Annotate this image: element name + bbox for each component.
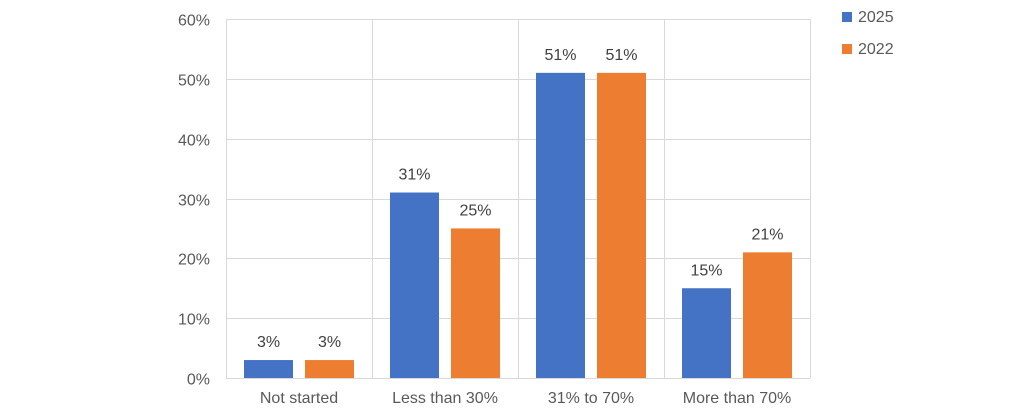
x-category-label: 31% to 70% [548, 390, 634, 407]
x-category-label: Not started [260, 390, 338, 407]
data-label: 3% [318, 334, 341, 351]
data-label: 25% [459, 202, 491, 219]
y-tick-label: 50% [178, 73, 210, 90]
bar-2025 [536, 72, 585, 378]
bar-2022 [305, 360, 354, 378]
bar-2025 [390, 192, 439, 378]
legend-swatch [842, 44, 852, 54]
legend-label: 2025 [858, 9, 894, 26]
data-label: 3% [257, 334, 280, 351]
x-axis-category-labels: Not started Less than 30% 31% to 70% More t… [260, 390, 791, 407]
x-category-label: Less than 30% [392, 390, 498, 407]
y-tick-label: 0% [187, 372, 210, 389]
bar-2022 [743, 252, 792, 378]
bar-2022 [451, 228, 500, 378]
y-axis-tick-labels: 0% 10% 20% 30% 40% 50% 60% [178, 13, 210, 389]
data-label: 15% [690, 262, 722, 279]
y-tick-label: 20% [178, 252, 210, 269]
bar-2022 [597, 72, 646, 378]
data-label: 21% [751, 226, 783, 243]
bar-2025 [682, 288, 731, 378]
y-tick-label: 30% [178, 193, 210, 210]
gridlines [226, 19, 811, 379]
bars [244, 72, 792, 378]
data-labels: 3% 3% 31% 25% 51% 51% 15% 21% [257, 47, 784, 351]
x-category-label: More than 70% [683, 390, 792, 407]
data-label: 51% [605, 47, 637, 64]
y-tick-label: 40% [178, 133, 210, 150]
legend: 2025 2022 [842, 9, 894, 58]
data-label: 51% [544, 47, 576, 64]
legend-label: 2022 [858, 41, 894, 58]
y-tick-label: 10% [178, 312, 210, 329]
data-label: 31% [398, 167, 430, 184]
legend-swatch [842, 12, 852, 22]
y-tick-label: 60% [178, 13, 210, 30]
bar-2025 [244, 360, 293, 378]
